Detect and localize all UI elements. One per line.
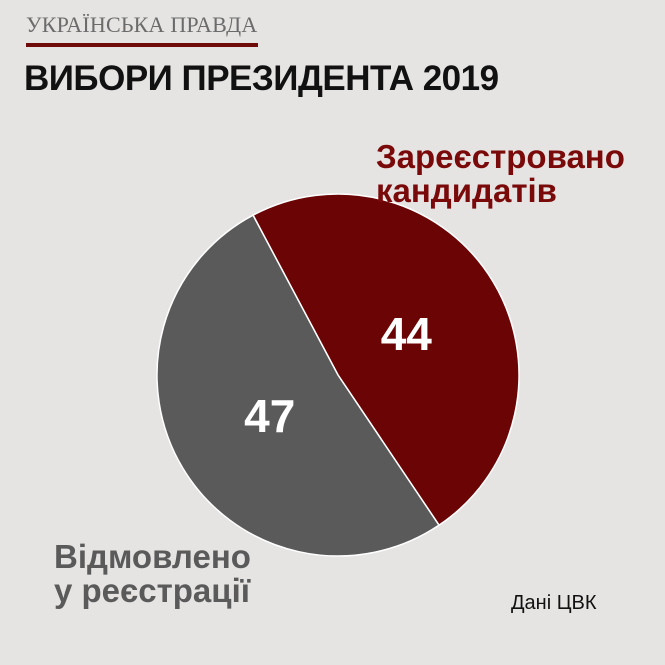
legend-rejected-line-2: у реєстрації [54,572,251,609]
pie-value-rejected: 47 [244,390,295,442]
legend-registered: Зареєстровано кандидатів [376,140,625,208]
legend-registered-line-2: кандидатів [376,172,557,209]
brand-underline [26,43,258,47]
pie-value-registered: 44 [381,308,433,360]
brand-logo: УКРАЇНСЬКА ПРАВДА [26,12,258,37]
legend-rejected: Відмовлено у реєстрації [54,540,251,608]
pie-slice-rejected [156,214,441,557]
legend-registered-line-1: Зареєстровано [376,138,625,175]
page-title: ВИБОРИ ПРЕЗИДЕНТА 2019 [24,59,499,98]
source-note: Дані ЦВК [511,592,597,614]
legend-rejected-line-1: Відмовлено [54,538,251,575]
pie-slice-registered [252,193,520,527]
